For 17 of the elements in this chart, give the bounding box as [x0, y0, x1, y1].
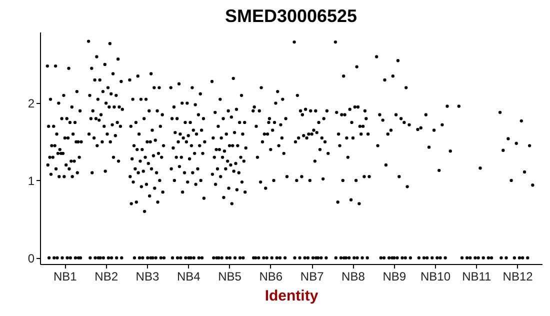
- x-tick-label: NB4: [176, 270, 201, 284]
- x-tick-label: NB6: [259, 270, 283, 284]
- x-axis-title: Identity: [264, 288, 319, 304]
- y-tick-label: 1: [28, 174, 35, 188]
- chart-title: SMED30006525: [224, 6, 358, 26]
- x-tick-label: NB5: [218, 270, 242, 284]
- x-tick-label: NB10: [420, 270, 451, 284]
- y-tick-label: 2: [28, 96, 35, 111]
- x-tick-label: NB3: [136, 270, 160, 284]
- x-tick-label: NB11: [462, 270, 492, 284]
- x-tick-label: NB7: [300, 270, 324, 284]
- x-tick-label: NB12: [502, 270, 534, 284]
- x-tick-label: NB9: [382, 270, 406, 284]
- x-tick-label: NB1: [54, 270, 78, 284]
- x-tick-label: NB2: [94, 270, 118, 284]
- y-tick-label: 0: [28, 251, 35, 266]
- x-tick-label: NB8: [342, 270, 366, 284]
